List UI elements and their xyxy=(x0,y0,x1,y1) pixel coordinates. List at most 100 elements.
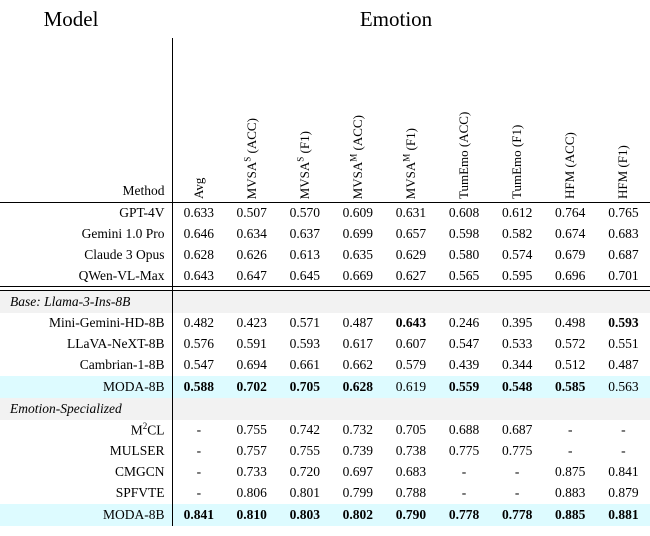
value-cell: 0.778 xyxy=(448,506,480,522)
value-cell: 0.806 xyxy=(236,485,267,500)
metric-header-label: MVSAM (ACC) xyxy=(348,114,365,199)
value-cell: 0.810 xyxy=(236,506,267,522)
section-header-row: Base: Llama-3-Ins-8B xyxy=(0,290,650,313)
metric-header-cell: Avg xyxy=(172,38,226,203)
metric-header-cell: TumEmo (F1) xyxy=(490,38,544,203)
value-cell: - xyxy=(196,464,202,479)
value-cell: 0.395 xyxy=(501,315,533,330)
value-cell: - xyxy=(196,422,202,437)
metric-header-label: MVSAS (F1) xyxy=(295,130,312,199)
value-cell: 0.512 xyxy=(555,357,586,372)
method-name: MULSER xyxy=(0,440,173,462)
value-cell: 0.720 xyxy=(289,464,320,479)
results-table: Method Avg MVSAS (ACC) MVSAS (F1) MVSAM (AC… xyxy=(0,38,650,526)
value-cell: 0.738 xyxy=(395,443,427,458)
value-cell: 0.683 xyxy=(395,464,427,479)
value-cell: 0.591 xyxy=(236,336,267,351)
value-cell: 0.788 xyxy=(395,485,427,500)
value-cell: 0.593 xyxy=(289,336,320,351)
column-group-title-emotion: Emotion xyxy=(359,6,433,31)
section-label: Base: Llama-3-Ins-8B xyxy=(0,290,173,313)
value-cell: 0.883 xyxy=(555,485,586,500)
metric-header-label: HFM (F1) xyxy=(615,145,631,199)
value-cell: 0.579 xyxy=(395,357,427,372)
value-cell: 0.626 xyxy=(236,247,267,262)
method-row: Cambrian-1-8B 0.547 0.694 0.661 0.662 0.579 0.… xyxy=(0,354,650,376)
value-cell: 0.679 xyxy=(555,247,586,262)
metric-header-label: Avg xyxy=(190,177,206,199)
header-row: Method Avg MVSAS (ACC) MVSAS (F1) MVSAM (AC… xyxy=(0,38,650,203)
value-cell: 0.705 xyxy=(289,378,320,394)
value-cell: 0.574 xyxy=(501,247,533,262)
value-cell: 0.802 xyxy=(342,506,374,522)
value-cell: 0.764 xyxy=(555,205,586,221)
method-row: MULSER - 0.757 0.755 0.739 0.738 0.775 0.775 - - xyxy=(0,440,650,462)
method-name: LLaVA-NeXT-8B xyxy=(0,333,173,355)
value-cell: 0.344 xyxy=(501,357,533,372)
method-row: LLaVA-NeXT-8B 0.576 0.591 0.593 0.617 0.607 0.… xyxy=(0,333,650,355)
value-cell: 0.647 xyxy=(236,267,267,283)
section-filler xyxy=(172,398,650,420)
value-cell: 0.669 xyxy=(342,267,374,283)
method-header-cell: Method xyxy=(0,38,173,203)
method-row: GPT-4V 0.633 0.507 0.570 0.609 0.631 0.608 0.61… xyxy=(0,202,650,224)
value-cell: 0.487 xyxy=(608,357,639,372)
value-cell: 0.701 xyxy=(608,267,639,283)
table-titles: Model Emotion xyxy=(0,0,650,38)
value-cell: 0.755 xyxy=(289,443,320,458)
value-cell: 0.702 xyxy=(236,378,267,394)
method-row: CMGCN - 0.733 0.720 0.697 0.683 - - 0.875 0.841 xyxy=(0,461,650,483)
value-cell: 0.643 xyxy=(395,315,427,330)
metric-header-label: TumEmo (ACC) xyxy=(456,111,472,199)
value-cell: 0.572 xyxy=(555,336,586,351)
value-cell: 0.607 xyxy=(395,336,427,351)
value-cell: 0.628 xyxy=(342,378,374,394)
highlighted-method-row: MODA-8B 0.588 0.702 0.705 0.628 0.619 0.559 0.5… xyxy=(0,375,650,398)
value-cell: 0.879 xyxy=(608,485,639,500)
value-cell: 0.687 xyxy=(501,422,533,437)
value-cell: 0.803 xyxy=(289,506,320,522)
value-cell: 0.571 xyxy=(289,315,320,330)
metric-header-label: MVSAS (ACC) xyxy=(242,117,259,199)
value-cell: 0.559 xyxy=(448,378,480,394)
value-cell: 0.875 xyxy=(555,464,586,479)
value-cell: 0.580 xyxy=(448,247,480,262)
value-cell: 0.645 xyxy=(289,267,320,283)
method-row: Claude 3 Opus 0.628 0.626 0.613 0.635 0.629 0.… xyxy=(0,244,650,266)
double-rule-row xyxy=(0,286,650,291)
value-cell: 0.613 xyxy=(289,247,320,262)
method-name: MODA-8B xyxy=(0,503,173,526)
method-row: SPFVTE - 0.806 0.801 0.799 0.788 - - 0.883 0.879 xyxy=(0,482,650,504)
value-cell: 0.687 xyxy=(608,247,639,262)
value-cell: 0.799 xyxy=(342,485,374,500)
value-cell: 0.775 xyxy=(448,443,480,458)
value-cell: 0.778 xyxy=(501,506,533,522)
value-cell: - xyxy=(567,443,573,458)
method-name: SPFVTE xyxy=(0,482,173,504)
value-cell: 0.576 xyxy=(183,336,215,351)
method-name: GPT-4V xyxy=(0,202,173,224)
value-cell: 0.598 xyxy=(448,226,480,241)
metric-header-cell: HFM (ACC) xyxy=(543,38,597,203)
value-cell: 0.841 xyxy=(183,506,215,522)
value-cell: 0.662 xyxy=(342,357,374,372)
metric-header-label: MVSAM (F1) xyxy=(401,127,418,199)
metric-header-label: HFM (ACC) xyxy=(562,132,578,199)
value-cell: 0.696 xyxy=(555,267,586,283)
value-cell: 0.570 xyxy=(289,205,320,221)
metric-header-cell: MVSAM (F1) xyxy=(384,38,438,203)
value-cell: 0.439 xyxy=(448,357,480,372)
value-cell: 0.609 xyxy=(342,205,374,221)
value-cell: 0.547 xyxy=(448,336,480,351)
value-cell: 0.661 xyxy=(289,357,320,372)
value-cell: - xyxy=(514,464,520,479)
value-cell: 0.565 xyxy=(448,267,480,283)
value-cell: 0.498 xyxy=(555,315,586,330)
value-cell: 0.246 xyxy=(448,315,480,330)
value-cell: 0.765 xyxy=(608,205,639,221)
value-cell: 0.533 xyxy=(501,336,533,351)
value-cell: 0.548 xyxy=(501,378,533,394)
value-cell: 0.757 xyxy=(236,443,267,458)
value-cell: 0.705 xyxy=(395,422,427,437)
method-row: Gemini 1.0 Pro 0.646 0.634 0.637 0.699 0.657 0… xyxy=(0,223,650,245)
